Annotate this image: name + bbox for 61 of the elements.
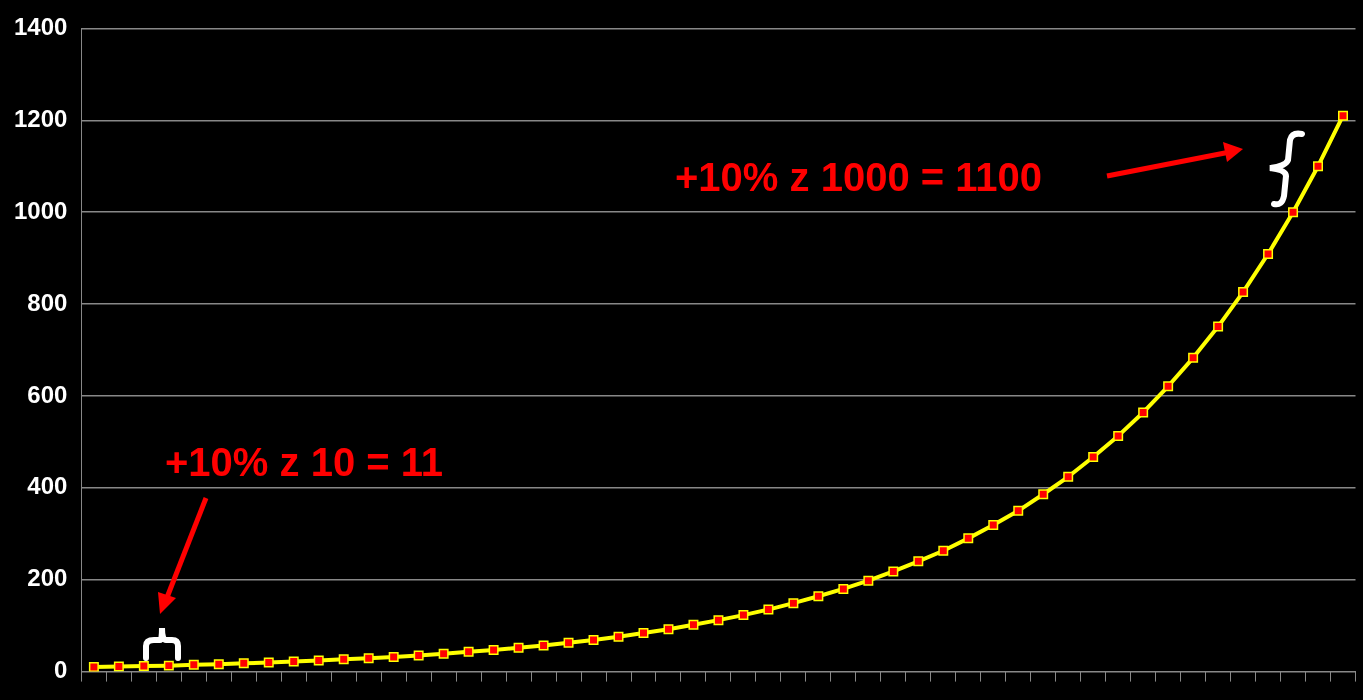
point: [663, 624, 674, 635]
y-tick-label: 600: [27, 380, 68, 408]
point: [213, 659, 224, 670]
y-tick-label: 0: [54, 656, 68, 684]
y-tick-label: 1400: [14, 13, 68, 41]
y-tick-label: 400: [27, 472, 68, 500]
point: [838, 583, 849, 594]
point: [463, 646, 474, 657]
y-tick-label: 1200: [14, 104, 68, 132]
point: [438, 648, 449, 659]
point: [713, 615, 724, 626]
y-tick-label: 200: [27, 564, 68, 592]
point: [363, 653, 374, 664]
point: [813, 591, 824, 602]
y-tick-label: 1000: [14, 196, 68, 224]
point: [988, 520, 999, 531]
annotation: +10% z 1000 = 1100: [675, 155, 1042, 200]
point: [1288, 207, 1299, 218]
point: [1138, 407, 1149, 418]
point: [763, 604, 774, 615]
point: [388, 651, 399, 662]
point: [488, 645, 499, 655]
y-tick-label: 800: [27, 288, 68, 316]
point: [138, 661, 149, 672]
point: [313, 655, 324, 666]
point: [238, 658, 249, 669]
point: [1038, 489, 1049, 500]
point: [638, 628, 649, 638]
point: [1263, 248, 1274, 259]
point: [913, 556, 924, 567]
point: [1213, 321, 1224, 332]
point: [788, 598, 799, 609]
point: [688, 619, 699, 630]
point: [413, 650, 424, 661]
point: [163, 660, 174, 671]
point: [288, 656, 299, 667]
point: [263, 657, 274, 668]
point: [1063, 471, 1074, 482]
point: [1113, 430, 1124, 441]
point: [888, 566, 899, 577]
point: [338, 654, 349, 665]
point: [513, 642, 524, 653]
point: [1338, 110, 1348, 121]
point: [188, 659, 199, 670]
point: [1238, 287, 1249, 298]
point: [1013, 505, 1024, 516]
point: [563, 637, 574, 648]
point: [938, 545, 949, 556]
point: [738, 610, 749, 621]
point: [963, 533, 974, 544]
point: [1313, 161, 1324, 172]
annotation: +10% z 10 = 11: [165, 440, 444, 485]
point: [88, 662, 99, 672]
point: [613, 631, 624, 642]
point: [113, 661, 124, 672]
point: [1088, 452, 1099, 463]
point: [1188, 352, 1199, 363]
point: [863, 575, 874, 586]
point: [538, 640, 549, 651]
point: [588, 634, 599, 645]
point: [1163, 381, 1174, 392]
